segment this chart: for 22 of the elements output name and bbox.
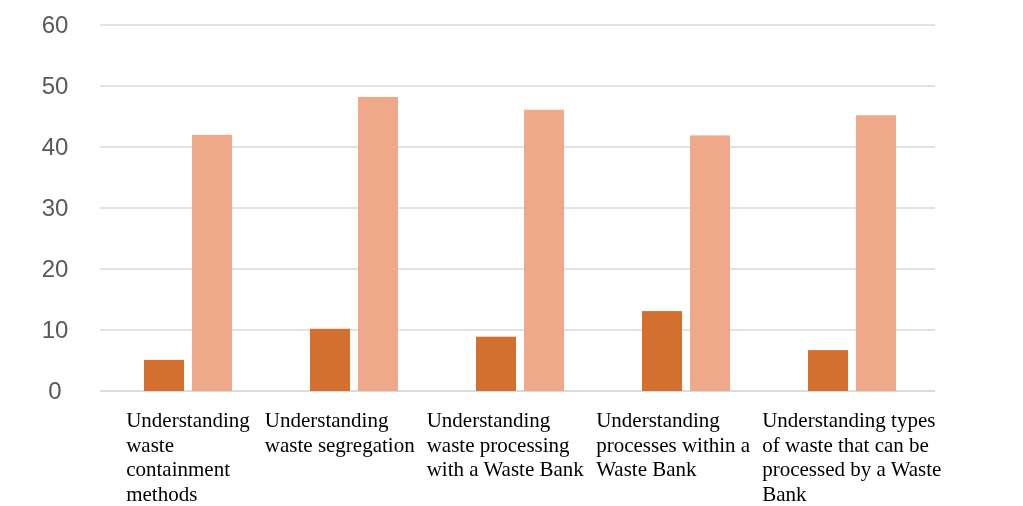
y-tick-label: 0 xyxy=(48,377,62,405)
y-tick-label: 40 xyxy=(41,133,69,161)
bar xyxy=(524,109,564,391)
x-tick-label: Understanding processes within a Waste Bank xyxy=(596,408,751,481)
x-tick-label: Understanding waste containment methods xyxy=(126,408,251,506)
bar xyxy=(192,134,232,391)
bar xyxy=(310,328,350,391)
x-tick-label: Understanding types of waste that can be processed by a Waste Bank xyxy=(762,408,942,506)
y-tick-label: 50 xyxy=(41,72,69,100)
bar xyxy=(808,350,848,391)
bar xyxy=(856,115,896,391)
y-tick-label: 20 xyxy=(41,255,69,283)
bar xyxy=(144,359,184,391)
x-tick-label: Understanding waste segregation xyxy=(264,408,416,457)
y-tick-label: 30 xyxy=(41,194,69,222)
bar xyxy=(690,135,730,391)
bar xyxy=(358,96,398,391)
bar xyxy=(476,336,516,391)
y-tick-label: 60 xyxy=(41,11,69,39)
y-tick-label: 10 xyxy=(41,316,69,344)
x-tick-label: Understanding waste processing with a Waste Bank xyxy=(426,408,585,481)
bar xyxy=(642,311,682,391)
